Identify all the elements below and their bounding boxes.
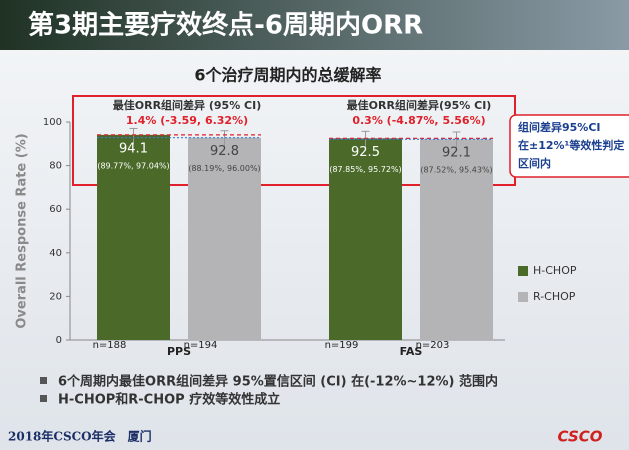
y-tick-label: 40 (49, 248, 62, 259)
n-label: n=203 (416, 340, 450, 351)
callout-box (509, 114, 629, 178)
title-bar (0, 0, 629, 50)
value-label: 94.1 (119, 141, 148, 156)
ci-label: (89.77%, 97.04%) (97, 161, 169, 170)
y-tick-label: 100 (43, 117, 62, 128)
legend-swatch (518, 266, 528, 276)
bar (188, 137, 261, 340)
y-tick-label: 80 (49, 161, 62, 172)
y-axis-label: Overall Response Rate (%) (15, 133, 30, 328)
bar (329, 138, 402, 340)
annotation: 0.3% (-4.87%, 5.56%) (352, 114, 485, 127)
value-label: 92.5 (351, 145, 380, 160)
y-tick-label: 20 (49, 291, 62, 302)
ci-label: (87.85%, 95.72%) (329, 165, 401, 174)
n-label: n=194 (184, 340, 218, 351)
chart-title: 6个治疗周期内的总缓解率 (194, 66, 381, 85)
annotation: 1.4% (-3.59, 6.32%) (126, 114, 248, 127)
n-label: n=188 (93, 340, 127, 351)
logo: CSCO (557, 428, 602, 446)
bar (97, 134, 170, 340)
y-tick-label: 0 (56, 335, 62, 346)
annotation-heading: 最佳ORR组间差异(95% CI) (347, 98, 492, 112)
ci-label: (87.52%, 95.43%) (420, 166, 492, 175)
legend-swatch (518, 292, 528, 302)
n-label: n=199 (325, 340, 359, 351)
annotation-heading: 最佳ORR组间差异 (95% CI) (113, 98, 262, 112)
bullet: H-CHOP和R-CHOP 疗效等效性成立 (58, 392, 280, 408)
x-tick-label: FAS (400, 345, 423, 358)
legend-label: H-CHOP (533, 264, 577, 277)
ci-label: (88.19%, 96.00%) (188, 164, 260, 173)
bullet-marker (40, 377, 47, 384)
x-tick-label: PPS (167, 345, 191, 358)
value-label: 92.8 (210, 144, 239, 159)
bullet-marker (40, 395, 47, 402)
y-tick-label: 60 (49, 204, 62, 215)
bar (420, 139, 493, 340)
callout-text: 在±12%¹等效性判定 (518, 138, 624, 152)
value-label: 92.1 (442, 146, 471, 161)
footer: 2018年CSCO年会 厦门 (8, 429, 152, 444)
legend-label: R-CHOP (533, 290, 576, 303)
callout-text: 区间内 (518, 156, 551, 170)
callout-text: 组间差异95%CI (518, 120, 601, 134)
slide-title: 第3期主要疗效终点-6周期内ORR (28, 10, 423, 41)
bullet: 6个周期内最佳ORR组间差异 95%置信区间 (CI) 在(-12%~12%) … (58, 374, 498, 390)
